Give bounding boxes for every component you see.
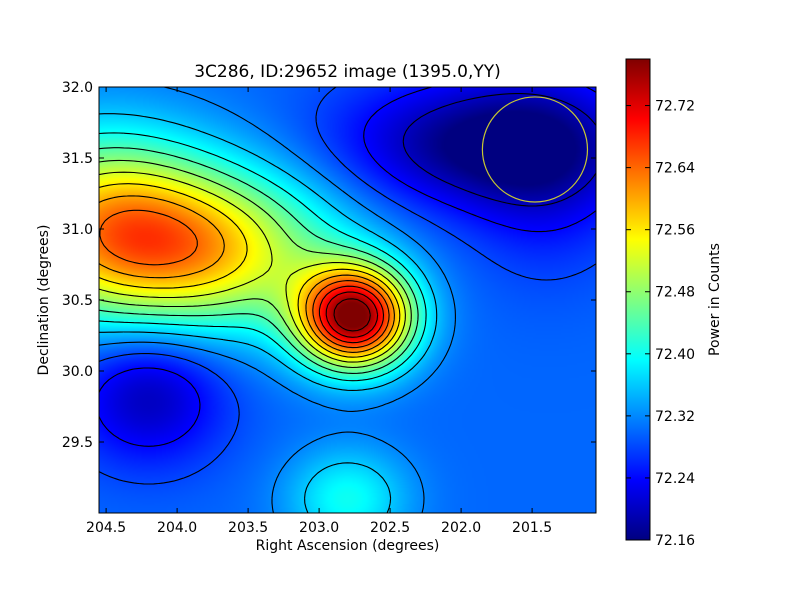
x-tick-label: 202.5: [370, 520, 410, 536]
y-axis-ticks: 29.5 30.0 30.5 31.0 31.5 32.0: [62, 80, 596, 451]
chart-title: 3C286, ID:29652 image (1395.0,YY): [194, 62, 501, 82]
contour-line: [99, 113, 438, 513]
y-tick-label: 30.0: [62, 364, 93, 380]
contour-line: [333, 298, 371, 332]
contour-line: [402, 93, 596, 207]
colorbar-ticks: 72.16 72.24 72.32 72.40 72.48 72.56 72.64 72.72: [626, 99, 695, 549]
colorbar-tick-label: 72.72: [655, 99, 695, 115]
y-tick-label: 31.5: [62, 151, 93, 167]
colorbar-label: Power in Counts: [707, 243, 723, 356]
colorbar-tick-label: 72.64: [655, 161, 695, 177]
colorbar-tick-label: 72.40: [655, 347, 695, 363]
contour-line: [318, 285, 385, 344]
contour-line: [99, 159, 412, 369]
contour-line: [99, 87, 596, 485]
plot-area: 204.5 204.0 203.5 203.0 202.5 202.0 201.5 29.5…: [62, 80, 597, 536]
contour-line: [325, 291, 379, 338]
x-tick-label: 201.5: [512, 520, 552, 536]
y-tick-label: 30.5: [62, 293, 93, 309]
colorbar: 72.16 72.24 72.32 72.40 72.48 72.56 72.64 72.72…: [625, 58, 723, 549]
colorbar-bar: [625, 58, 651, 541]
contour-line: [99, 195, 395, 353]
y-tick-label: 29.5: [62, 435, 93, 451]
y-tick-label: 31.0: [62, 222, 93, 238]
contour-line: [99, 87, 456, 513]
colorbar-tick-label: 72.56: [655, 223, 695, 239]
heatmap-image: [99, 87, 596, 513]
x-tick-label: 204.0: [157, 520, 197, 536]
y-axis-label: Declination (degrees): [36, 225, 52, 376]
beam-circle: [481, 96, 589, 203]
contour-line: [99, 147, 419, 374]
contour-line: [99, 171, 406, 363]
x-tick-label: 203.5: [228, 520, 268, 536]
contour-line: [99, 87, 596, 447]
x-tick-label: 203.0: [299, 520, 339, 536]
colorbar-tick-label: 72.48: [655, 285, 695, 301]
contour-line: [99, 209, 390, 349]
y-tick-label: 32.0: [62, 80, 93, 96]
x-axis-ticks: 204.5 204.0 203.5 203.0 202.5 202.0 201.5: [86, 87, 552, 536]
contour-line: [99, 183, 401, 358]
x-tick-label: 202.0: [441, 520, 481, 536]
contour-line: [99, 132, 427, 382]
colorbar-tick-label: 72.16: [655, 533, 695, 549]
x-axis-label: Right Ascension (degrees): [256, 538, 440, 554]
contour-layer: [99, 87, 596, 513]
colorbar-tick-label: 72.24: [655, 471, 695, 487]
colorbar-tick-label: 72.32: [655, 409, 695, 425]
x-tick-label: 204.5: [86, 520, 126, 536]
